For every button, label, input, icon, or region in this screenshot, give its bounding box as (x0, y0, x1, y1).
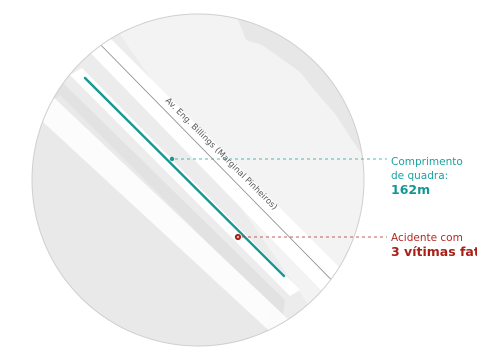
accident-line1: Acidente com (391, 232, 463, 244)
accident-marker-dot (236, 235, 240, 239)
avenue-centerline (88, 32, 362, 311)
accident-value: 3 vítimas fatais (391, 244, 477, 259)
access-road (32, 92, 310, 346)
block-length-value: 162m (391, 182, 431, 197)
accident-annotation: Acidente com 3 vítimas fatais (391, 231, 477, 259)
lens-outline (31, 13, 365, 347)
block-length-line1: Comprimento (391, 156, 463, 168)
block-length-line2: de quadra: (391, 170, 449, 182)
river-area (96, 14, 364, 346)
avenue-road (78, 28, 364, 320)
service-road (70, 68, 300, 296)
block-length-marker (169, 156, 175, 162)
block-length-line (83, 76, 286, 278)
block-length-annotation: Comprimento de quadra: 162m (391, 155, 463, 197)
